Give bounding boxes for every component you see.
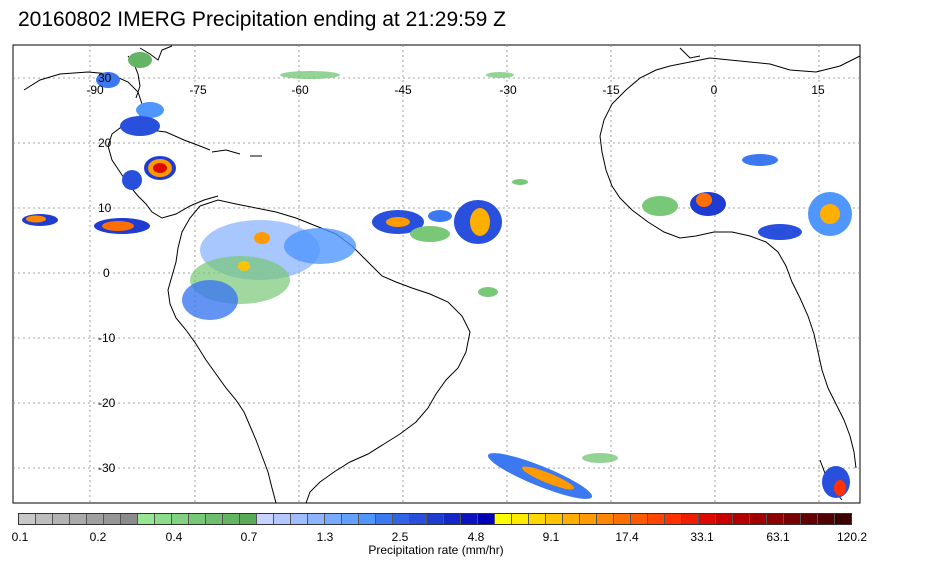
latitude-labels: 30 20 10 0 -10 -20 -30: [98, 71, 116, 475]
lon-label: -15: [602, 83, 620, 97]
colorbar-swatch: [70, 514, 87, 524]
colorbar-swatch: [495, 514, 512, 524]
colorbar-swatch: [172, 514, 189, 524]
coast-south-america-west: [167, 205, 277, 504]
colorbar-swatch: [257, 514, 274, 524]
colorbar-tick-label: 63.1: [766, 530, 790, 544]
colorbar-swatch: [240, 514, 257, 524]
lat-label: -10: [98, 331, 116, 345]
colorbar-label: Precipitation rate (mm/hr): [368, 543, 504, 557]
colorbar-swatch: [53, 514, 70, 524]
colorbar-swatch: [478, 514, 495, 524]
colorbar-tick-label: 4.8: [467, 530, 485, 544]
colorbar-tick-label: 33.1: [690, 530, 714, 544]
lon-label: -30: [499, 83, 517, 97]
lon-label: -90: [86, 83, 104, 97]
colorbar-swatch: [274, 514, 291, 524]
colorbar-swatch: [733, 514, 750, 524]
colorbar-swatch: [325, 514, 342, 524]
colorbar-swatch: [104, 514, 121, 524]
colorbar-swatch: [767, 514, 784, 524]
precipitation-field: [22, 52, 852, 499]
colorbar-swatch: [784, 514, 801, 524]
colorbar-tick-label: 17.4: [615, 530, 639, 544]
colorbar-tick-label: 1.3: [316, 530, 334, 544]
colorbar-swatch: [223, 514, 240, 524]
colorbar-tick-label: 2.5: [391, 530, 409, 544]
colorbar-swatch: [376, 514, 393, 524]
colorbar-swatch: [546, 514, 563, 524]
colorbar-swatch: [580, 514, 597, 524]
colorbar: [18, 513, 852, 525]
colorbar-swatch: [750, 514, 767, 524]
colorbar-swatch: [121, 514, 138, 524]
colorbar-swatch: [308, 514, 325, 524]
lat-label: 20: [98, 136, 112, 150]
colorbar-swatch: [682, 514, 699, 524]
colorbar-swatch: [427, 514, 444, 524]
lat-label: -30: [98, 461, 116, 475]
colorbar-swatch: [206, 514, 223, 524]
colorbar-tick-label: 0.1: [11, 530, 29, 544]
colorbar-swatch: [444, 514, 461, 524]
colorbar-swatch: [835, 514, 851, 524]
colorbar-swatch: [716, 514, 733, 524]
lat-label: -20: [98, 396, 116, 410]
lon-label: -75: [189, 83, 207, 97]
lat-label: 0: [103, 266, 110, 280]
lon-label: -45: [394, 83, 412, 97]
colorbar-swatch: [597, 514, 614, 524]
colorbar-swatch: [359, 514, 376, 524]
coast-cuba: [149, 129, 211, 151]
colorbar-swatch: [818, 514, 835, 524]
colorbar-swatch: [648, 514, 665, 524]
colorbar-swatch: [614, 514, 631, 524]
colorbar-swatch: [801, 514, 818, 524]
colorbar-swatch: [342, 514, 359, 524]
colorbar-swatch: [87, 514, 104, 524]
colorbar-swatch: [512, 514, 529, 524]
colorbar-tick-label: 0.2: [89, 530, 107, 544]
colorbar-swatch: [665, 514, 682, 524]
colorbar-swatch: [631, 514, 648, 524]
lon-label: 0: [711, 83, 718, 97]
lon-label: 15: [811, 83, 825, 97]
map-title: 20160802 IMERG Precipitation ending at 2…: [18, 8, 506, 31]
colorbar-swatch: [393, 514, 410, 524]
colorbar-tick-label: 0.7: [240, 530, 258, 544]
colorbar-swatch: [189, 514, 206, 524]
colorbar-swatch: [529, 514, 546, 524]
coast-south-america: [199, 199, 471, 504]
coast-iberia: [679, 47, 701, 59]
colorbar-swatch: [138, 514, 155, 524]
colorbar-swatch: [291, 514, 308, 524]
colorbar-tick-label: 0.4: [165, 530, 183, 544]
colorbar-swatch: [699, 514, 716, 524]
colorbar-tick-label: 120.2: [836, 530, 868, 544]
coast-us-east: [139, 45, 173, 61]
colorbar-swatch: [461, 514, 478, 524]
colorbar-swatch: [410, 514, 427, 524]
colorbar-tick-label: 9.1: [542, 530, 560, 544]
colorbar-swatch: [36, 514, 53, 524]
colorbar-swatch: [155, 514, 172, 524]
colorbar-swatch: [19, 514, 36, 524]
coast-africa: [599, 55, 861, 469]
lat-label: 10: [98, 201, 112, 215]
colorbar-swatch: [563, 514, 580, 524]
lat-label: 30: [98, 71, 112, 85]
lon-label: -60: [291, 83, 309, 97]
coast-hispaniola: [211, 149, 241, 155]
longitude-labels: -90 -75 -60 -45 -30 -15 0 15: [86, 83, 825, 97]
precipitation-map: -90 -75 -60 -45 -30 -15 0 15 30 20 10 0 …: [12, 44, 861, 504]
